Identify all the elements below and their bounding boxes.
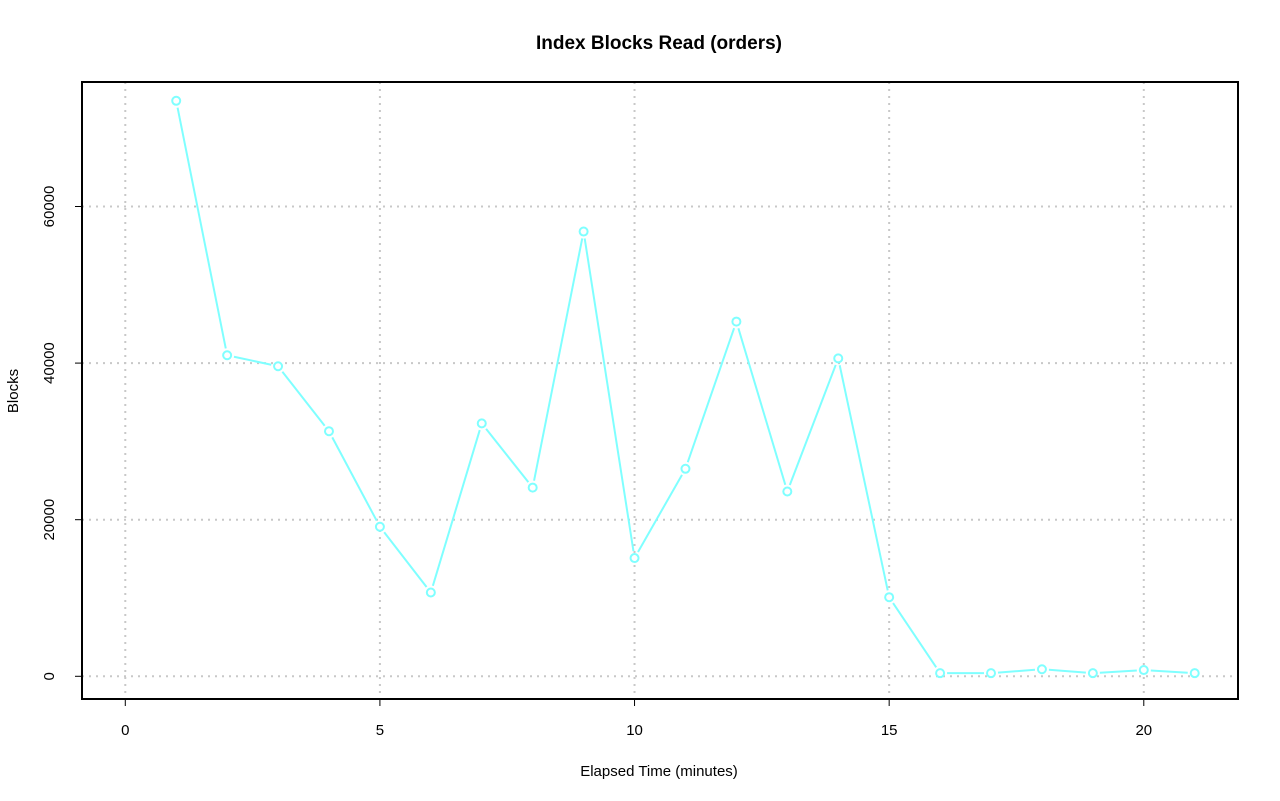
data-point <box>1189 668 1200 679</box>
data-point <box>476 418 487 429</box>
data-point <box>731 316 742 327</box>
x-tick-label: 15 <box>881 722 898 739</box>
data-point <box>374 521 385 532</box>
data-point <box>171 95 182 106</box>
series-line-segment <box>788 364 837 486</box>
y-tick-label: 20000 <box>41 499 58 541</box>
data-point <box>935 668 946 679</box>
series-line-segment <box>431 429 481 587</box>
series-line-segment <box>1150 669 1188 674</box>
data-point <box>680 463 691 474</box>
series-line-segment <box>583 238 635 552</box>
series-line-segment <box>686 327 736 463</box>
grid-lines <box>82 82 1238 699</box>
series-line-segment <box>383 531 428 588</box>
series-line-segment <box>176 107 227 349</box>
series <box>171 95 1200 679</box>
y-tick-label: 40000 <box>41 342 58 384</box>
data-point <box>884 592 895 603</box>
x-tick-label: 20 <box>1135 722 1152 739</box>
x-tick-label: 0 <box>121 722 129 739</box>
x-tick-label: 10 <box>626 722 643 739</box>
series-line-segment <box>1048 668 1086 674</box>
data-point <box>1087 668 1098 679</box>
series-line-segment <box>737 328 787 486</box>
y-tick-label: 60000 <box>41 186 58 228</box>
plot-frame <box>81 81 1239 700</box>
data-point <box>833 353 844 364</box>
series-line-segment <box>637 474 683 553</box>
y-axis-label: Blocks <box>5 369 22 413</box>
data-point <box>222 350 233 361</box>
series-line-segment <box>838 365 889 591</box>
series-line-segment <box>997 668 1036 674</box>
data-point <box>1138 665 1149 676</box>
series-line-segment <box>331 436 378 522</box>
axis-ticks: 0 5 10 15 20 0 20000 40000 60000 <box>41 186 1152 739</box>
data-point <box>986 668 997 679</box>
data-point <box>425 587 436 598</box>
y-tick-label: 0 <box>41 672 58 680</box>
series-line-segment <box>533 238 584 481</box>
data-point <box>323 426 334 437</box>
x-tick-label: 5 <box>376 722 384 739</box>
data-point <box>1036 664 1047 675</box>
series-line-segment <box>485 428 530 483</box>
series-line-segment <box>233 355 272 366</box>
x-axis-label: Elapsed Time (minutes) <box>580 763 738 780</box>
data-point <box>273 361 284 372</box>
data-point <box>527 482 538 493</box>
series-line-segment <box>1099 669 1137 674</box>
chart-title: Index Blocks Read (orders) <box>536 33 782 54</box>
data-point <box>629 553 640 564</box>
data-point <box>578 226 589 237</box>
data-point <box>782 486 793 497</box>
series-line-segment <box>281 371 326 427</box>
series-line-segment <box>892 602 938 668</box>
